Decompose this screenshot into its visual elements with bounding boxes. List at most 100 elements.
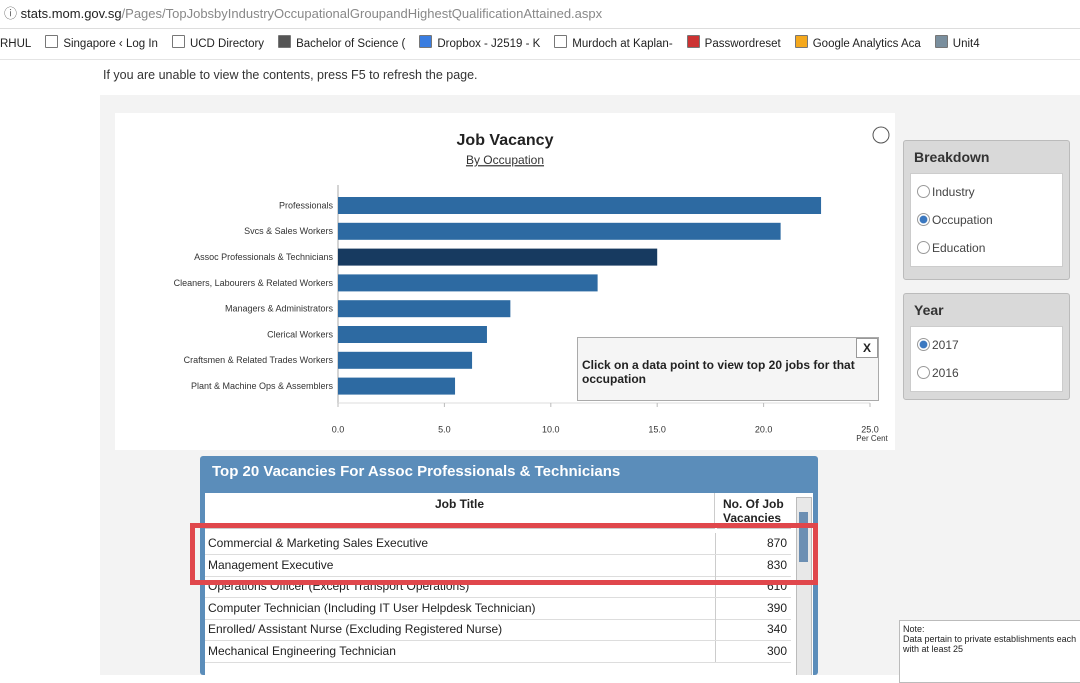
bookmark-label: Google Analytics Aca [812, 38, 921, 50]
radio[interactable] [917, 213, 930, 226]
bookmark[interactable]: Unit4 [934, 29, 980, 59]
bookmark-icon [794, 35, 808, 48]
cell-divider [715, 576, 716, 597]
radio[interactable] [917, 185, 930, 198]
options: 2017 2016 [910, 326, 1063, 392]
bookmark[interactable]: Bachelor of Science ( [278, 29, 405, 59]
vacancies: 390 [766, 600, 787, 615]
bookmark[interactable]: Google Analytics Aca [794, 29, 921, 59]
bookmark-icon [554, 35, 568, 48]
vacancies: 870 [766, 536, 787, 550]
job-title: Commercial & Marketing Sales Executive [208, 536, 429, 550]
bookmark-label: RHUL [0, 38, 32, 50]
bookmark[interactable]: Singapore ‹ Log In [45, 29, 158, 59]
tooltip-text: Click on a data point to view top 20 job… [582, 358, 855, 386]
bookmark[interactable]: Passwordreset [686, 29, 781, 59]
cell-divider [715, 533, 716, 554]
header-cell: Job Title [205, 493, 715, 529]
x-tick-label: 15.0 [648, 424, 666, 434]
note: Note: Data pertain to private establishm… [899, 620, 1080, 683]
category-label: Assoc Professionals & Technicians [194, 252, 333, 262]
vacancies: 300 [766, 643, 787, 658]
scroll-thumb[interactable] [799, 512, 808, 562]
bookmark-label: Dropbox - J2519 - K [437, 38, 541, 50]
cell-divider [715, 597, 716, 619]
table-row[interactable]: Mechanical Engineering Technician 300 [205, 640, 791, 663]
radio[interactable] [917, 366, 930, 379]
bookmarks-bar: RHUL Singapore ‹ Log In UCD Directory Bache… [0, 29, 1080, 60]
vacancies: 340 [766, 622, 787, 636]
radio-option[interactable]: Occupation [917, 206, 1056, 234]
radio-option[interactable]: Education [917, 234, 1056, 262]
table-row[interactable]: Enrolled/ Assistant Nurse (Excluding Reg… [205, 619, 791, 641]
options: Industry Occupation Education [910, 173, 1063, 267]
category-label: Svcs & Sales Workers [244, 226, 333, 236]
table-row[interactable]: Computer Technician (Including IT User H… [205, 597, 791, 620]
bar[interactable] [338, 326, 487, 343]
x-tick-label: 0.0 [332, 424, 345, 434]
info-icon: ⓘ [4, 6, 18, 21]
x-axis-label: Per Cent [856, 434, 888, 443]
bookmark[interactable]: UCD Directory [171, 29, 264, 59]
table-row[interactable]: Commercial & Marketing Sales Executive 87… [205, 533, 791, 555]
note-title: Note: [903, 624, 925, 634]
scrollbar[interactable] [796, 497, 812, 675]
cell-divider [715, 619, 716, 640]
option-label: Education [932, 241, 986, 255]
close-button[interactable]: X [856, 338, 878, 358]
note-text: Data pertain to private establishments e… [903, 634, 1077, 654]
job-title: Mechanical Engineering Technician [208, 643, 396, 658]
job-title: Management Executive [208, 557, 334, 572]
url-path: /Pages/TopJobsbyIndustryOccupationalGrou… [121, 6, 603, 21]
panel-title: Breakdown [914, 149, 990, 165]
bar[interactable] [338, 222, 781, 240]
bookmark-label: Bachelor of Science ( [296, 38, 406, 50]
radio-option[interactable]: Industry [917, 178, 1056, 206]
bar[interactable] [338, 300, 511, 318]
bookmark-icon [45, 35, 59, 48]
option-label: Industry [932, 185, 975, 199]
bar[interactable] [338, 351, 473, 369]
bookmark-icon [171, 35, 185, 48]
bar[interactable] [338, 248, 658, 266]
bookmark[interactable]: RHUL [0, 29, 31, 59]
info-button[interactable] [872, 126, 890, 144]
bookmark-label: Murdoch at Kaplan- [572, 38, 673, 50]
category-label: Clerical Workers [267, 329, 333, 339]
address-bar[interactable]: ⓘ stats.mom.gov.sg/Pages/TopJobsbyIndust… [0, 0, 1080, 29]
bookmark-label: Unit4 [952, 38, 980, 50]
x-tick-label: 10.0 [542, 424, 560, 434]
bookmark[interactable]: Murdoch at Kaplan- [554, 29, 673, 59]
category-label: Managers & Administrators [225, 304, 334, 314]
category-label: Professionals [279, 200, 334, 210]
bar[interactable] [338, 197, 822, 214]
breakdown-panel: Breakdown Industry Occupation Education [903, 140, 1070, 280]
radio[interactable] [917, 338, 930, 351]
table-row[interactable]: Management Executive 830 [205, 554, 791, 577]
year-panel: Year 2017 2016 [903, 293, 1070, 400]
cell-divider [715, 640, 716, 662]
job-title: Enrolled/ Assistant Nurse (Excluding Reg… [208, 622, 503, 636]
chart-title: Job Vacancy [457, 132, 554, 149]
category-label: Craftsmen & Related Trades Workers [184, 355, 334, 365]
url-host: stats.mom.gov.sg [20, 6, 122, 21]
option-label: 2016 [932, 366, 959, 380]
option-label: Occupation [932, 213, 993, 227]
bar[interactable] [338, 274, 598, 292]
bookmark[interactable]: Dropbox - J2519 - K [419, 29, 540, 59]
job-title: Computer Technician (Including IT User H… [208, 600, 536, 615]
radio-option[interactable]: 2016 [917, 359, 1056, 387]
bookmark-icon [278, 35, 292, 48]
category-label: Plant & Machine Ops & Assemblers [191, 381, 334, 391]
header-cell: No. Of Job Vacancies [717, 493, 791, 529]
radio[interactable] [917, 241, 930, 254]
notice: If you are unable to view the contents, … [103, 68, 478, 82]
highlight-box [190, 523, 818, 585]
x-tick-label: 25.0 [861, 424, 879, 434]
tooltip: Click on a data point to view top 20 job… [577, 337, 879, 401]
bar[interactable] [338, 377, 456, 395]
table-title: Top 20 Vacancies For Assoc Professionals… [212, 463, 621, 480]
radio-option[interactable]: 2017 [917, 331, 1056, 359]
